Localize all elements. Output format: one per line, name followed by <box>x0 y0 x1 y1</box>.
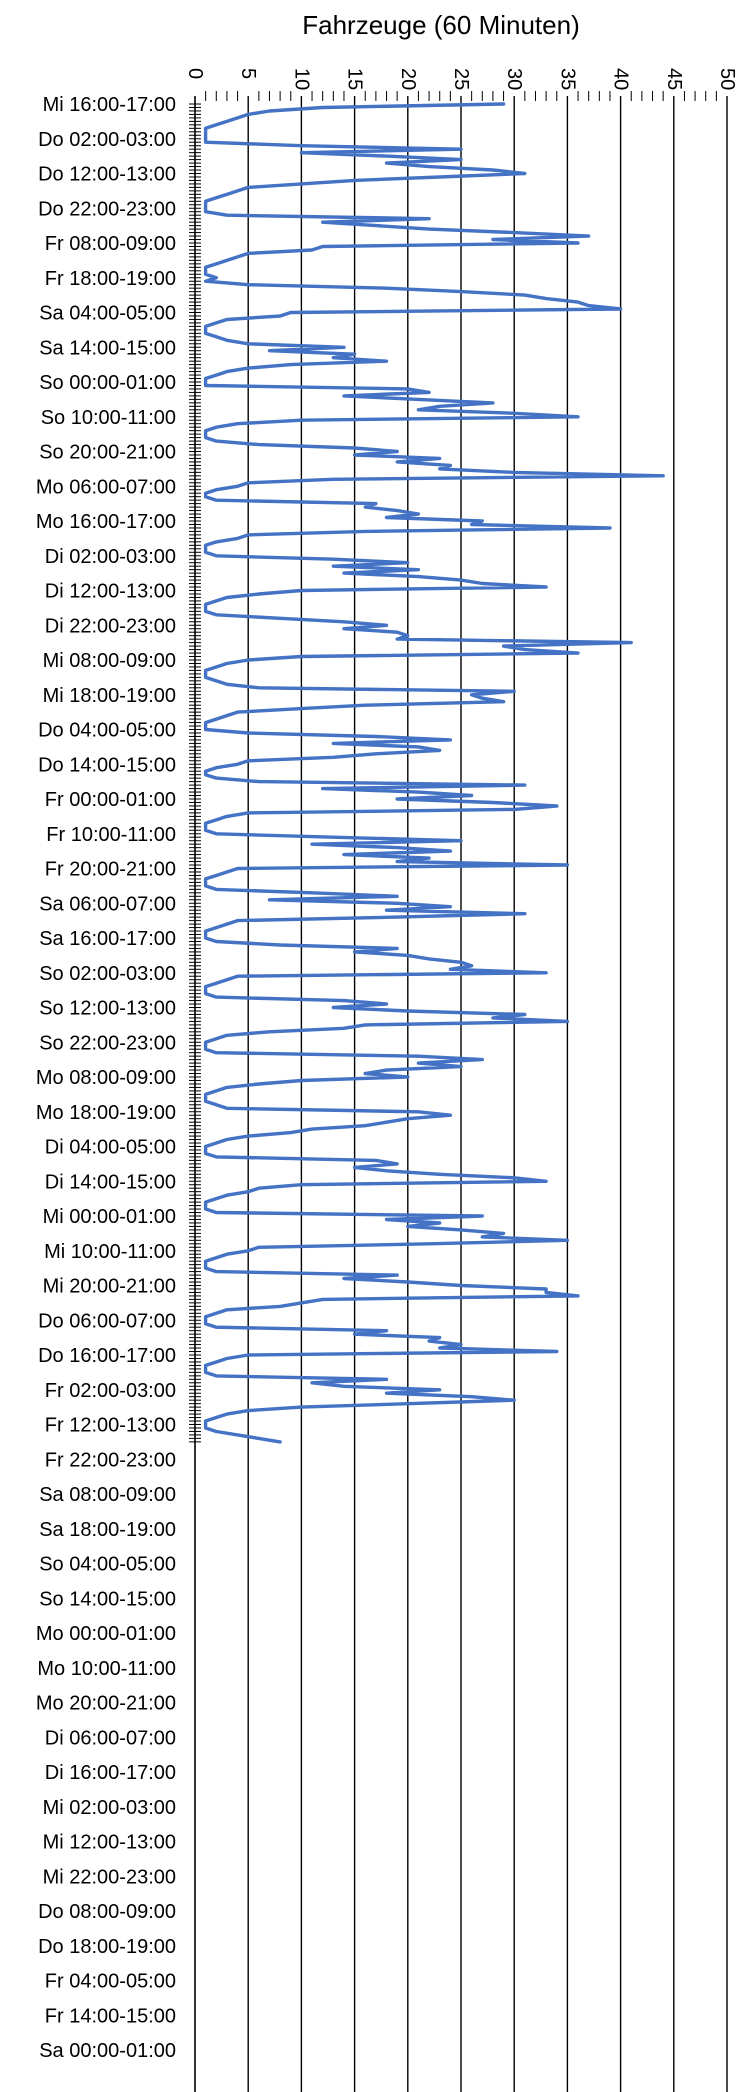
category-label: Di 16:00-17:00 <box>45 1762 176 1784</box>
category-label: Mi 02:00-03:00 <box>43 1797 176 1819</box>
category-label: Sa 04:00-05:00 <box>39 303 176 325</box>
category-label: Do 18:00-19:00 <box>38 1936 176 1958</box>
x-tick-label: 20 <box>397 68 419 90</box>
category-label: Fr 00:00-01:00 <box>45 789 176 811</box>
category-label: Do 08:00-09:00 <box>38 1901 176 1923</box>
category-label: Sa 16:00-17:00 <box>39 928 176 950</box>
category-label: Fr 08:00-09:00 <box>45 233 176 255</box>
category-label: Sa 08:00-09:00 <box>39 1484 176 1506</box>
category-label: So 20:00-21:00 <box>39 442 176 464</box>
category-label: Mo 18:00-19:00 <box>36 1102 176 1124</box>
category-label: So 10:00-11:00 <box>41 407 176 429</box>
category-label: Di 22:00-23:00 <box>45 615 176 637</box>
category-label: Mi 18:00-19:00 <box>43 685 176 707</box>
category-label: Do 02:00-03:00 <box>38 129 176 151</box>
x-tick-label: 45 <box>663 68 685 90</box>
category-label: Fr 18:00-19:00 <box>45 268 176 290</box>
category-label: Di 02:00-03:00 <box>45 546 176 568</box>
category-label: So 02:00-03:00 <box>39 963 176 985</box>
category-label: Di 04:00-05:00 <box>45 1137 176 1159</box>
category-label: Mi 08:00-09:00 <box>43 650 176 672</box>
category-label: Mi 12:00-13:00 <box>43 1832 176 1854</box>
category-label: Do 06:00-07:00 <box>38 1310 176 1332</box>
category-label: Di 06:00-07:00 <box>45 1727 176 1749</box>
category-label: Mi 22:00-23:00 <box>43 1866 176 1888</box>
category-label: Mo 10:00-11:00 <box>37 1658 176 1680</box>
x-tick-label: 10 <box>290 68 312 90</box>
category-label: Mo 00:00-01:00 <box>36 1623 176 1645</box>
x-tick-label: 50 <box>716 68 738 90</box>
x-tick-label: 25 <box>450 68 472 90</box>
category-label: Mi 10:00-11:00 <box>44 1241 176 1263</box>
category-label: Fr 22:00-23:00 <box>45 1449 176 1471</box>
x-tick-label: 30 <box>503 68 525 90</box>
category-label: So 04:00-05:00 <box>39 1554 176 1576</box>
category-label: Mo 20:00-21:00 <box>36 1693 176 1715</box>
category-label: Fr 04:00-05:00 <box>45 1971 176 1993</box>
category-label: Fr 20:00-21:00 <box>45 859 176 881</box>
category-label: So 22:00-23:00 <box>39 1032 176 1054</box>
x-tick-label: 5 <box>237 68 259 79</box>
category-label: Fr 12:00-13:00 <box>45 1415 176 1437</box>
category-label: Sa 06:00-07:00 <box>39 893 176 915</box>
category-label: Di 12:00-13:00 <box>45 581 176 603</box>
category-label: Do 22:00-23:00 <box>38 198 176 220</box>
category-label: Fr 14:00-15:00 <box>45 2005 176 2027</box>
category-label: So 14:00-15:00 <box>39 1588 176 1610</box>
category-label: Do 04:00-05:00 <box>38 720 176 742</box>
category-label: Mi 00:00-01:00 <box>43 1206 176 1228</box>
category-label: Fr 10:00-11:00 <box>46 824 176 846</box>
category-label: Sa 00:00-01:00 <box>39 2040 176 2062</box>
category-label: So 00:00-01:00 <box>39 372 176 394</box>
category-label: Sa 18:00-19:00 <box>39 1519 176 1541</box>
category-label: Do 14:00-15:00 <box>38 754 176 776</box>
category-label: Sa 14:00-15:00 <box>39 337 176 359</box>
x-tick-label: 35 <box>556 68 578 90</box>
category-label: Mi 16:00-17:00 <box>43 94 176 116</box>
category-label: Fr 02:00-03:00 <box>45 1380 176 1402</box>
category-label: So 12:00-13:00 <box>39 998 176 1020</box>
category-label: Mo 08:00-09:00 <box>36 1067 176 1089</box>
category-label: Mo 06:00-07:00 <box>36 476 176 498</box>
category-label: Do 16:00-17:00 <box>38 1345 176 1367</box>
chart-title: Fahrzeuge (60 Minuten) <box>302 10 579 40</box>
x-tick-label: 0 <box>184 68 206 79</box>
x-tick-label: 40 <box>610 68 632 90</box>
category-label: Mo 16:00-17:00 <box>36 511 176 533</box>
x-tick-label: 15 <box>344 68 366 90</box>
category-label: Mi 20:00-21:00 <box>43 1276 176 1298</box>
category-label: Do 12:00-13:00 <box>38 164 176 186</box>
category-label: Di 14:00-15:00 <box>45 1171 176 1193</box>
series-line <box>203 102 665 1444</box>
